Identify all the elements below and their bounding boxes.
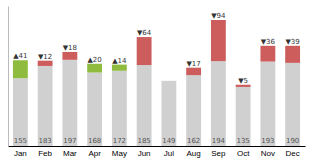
data-label: ▼17 xyxy=(186,60,200,68)
data-label: 149 xyxy=(162,137,175,145)
x-tick: Feb xyxy=(38,146,52,158)
bar xyxy=(87,64,102,73)
data-label: ▲41 xyxy=(13,52,27,60)
x-tick-label: May xyxy=(112,149,127,158)
data-label: ▼39 xyxy=(285,38,299,46)
bar xyxy=(260,46,275,62)
x-tick-label: Apr xyxy=(88,149,101,158)
data-label: 193 xyxy=(261,137,274,145)
data-label: 194 xyxy=(212,137,226,145)
x-axis-line xyxy=(9,146,306,147)
x-tick-label: Jul xyxy=(164,149,174,158)
x-tick: Apr xyxy=(88,146,101,158)
data-label: 183 xyxy=(38,137,51,145)
bar xyxy=(285,63,300,146)
bars xyxy=(13,20,300,146)
x-tick: Mar xyxy=(63,146,77,158)
data-label: 155 xyxy=(14,137,27,145)
bar xyxy=(260,62,275,146)
bar xyxy=(236,87,251,146)
x-tick: Jul xyxy=(164,146,174,158)
data-label: 197 xyxy=(63,137,76,145)
bar xyxy=(137,37,152,65)
x-tick: Jun xyxy=(138,146,151,158)
data-label: ▼5 xyxy=(238,77,248,85)
data-label: 168 xyxy=(88,137,101,145)
bar xyxy=(285,46,300,63)
bar xyxy=(211,61,226,146)
series-1 xyxy=(13,20,300,87)
x-tick-label: Aug xyxy=(187,149,201,158)
x-tick: Dec xyxy=(286,146,300,158)
data-label: 162 xyxy=(187,137,200,145)
x-tick-label: Sep xyxy=(211,149,226,158)
data-label: ▲20 xyxy=(87,56,101,64)
bar xyxy=(62,60,77,146)
chart-container: JanFebMarAprMayJunJulAugSepOctNovDec1551… xyxy=(0,0,311,162)
x-tick-label: Nov xyxy=(261,149,275,158)
bar xyxy=(112,71,127,146)
data-label: 185 xyxy=(137,137,150,145)
bar xyxy=(186,68,201,75)
bar xyxy=(87,73,102,147)
x-tick-label: Oct xyxy=(237,149,250,158)
x-tick: Nov xyxy=(261,146,275,158)
bar xyxy=(137,65,152,146)
data-label: ▼64 xyxy=(137,29,152,37)
data-labels: 155 183 197 168 172 185 149 162 194 135 193 190 ▲41 ▼… xyxy=(13,12,300,145)
x-axis: Jan Feb Mar Apr May Jun Jul Aug Sep Oct Nov Dec xyxy=(9,146,306,158)
data-label: 172 xyxy=(113,137,126,145)
bar xyxy=(186,75,201,146)
x-tick: Aug xyxy=(187,146,201,158)
data-label: ▼36 xyxy=(261,38,276,46)
bar xyxy=(211,20,226,61)
plot: JanFebMarAprMayJunJulAugSepOctNovDec1551… xyxy=(9,7,306,158)
x-tick-label: Mar xyxy=(63,149,77,158)
bar xyxy=(13,60,28,78)
y-axis xyxy=(8,7,9,147)
data-label: ▼94 xyxy=(211,12,226,20)
x-tick: Jan xyxy=(14,146,27,158)
x-tick: Oct xyxy=(237,146,250,158)
chart: JanFebMarAprMayJunJulAugSepOctNovDec1551… xyxy=(0,0,311,162)
series-0 xyxy=(13,60,300,146)
bar xyxy=(236,85,251,87)
data-label: ▼12 xyxy=(38,53,52,61)
data-label: 190 xyxy=(286,137,299,145)
x-tick-label: Feb xyxy=(38,149,52,158)
bar xyxy=(161,80,176,81)
y-axis-line xyxy=(8,7,9,147)
bar xyxy=(13,78,28,146)
data-label: 135 xyxy=(236,137,249,145)
x-tick-label: Jun xyxy=(138,149,151,158)
bar xyxy=(38,66,53,146)
bar xyxy=(38,61,53,66)
data-label: ▼18 xyxy=(63,44,77,52)
x-tick-label: Dec xyxy=(286,149,300,158)
bar xyxy=(161,81,176,146)
bar xyxy=(112,65,127,71)
data-label: ▲14 xyxy=(112,57,127,65)
x-tick: May xyxy=(112,146,127,158)
bar xyxy=(62,52,77,60)
x-tick: Sep xyxy=(211,146,226,158)
x-tick-label: Jan xyxy=(14,149,27,158)
